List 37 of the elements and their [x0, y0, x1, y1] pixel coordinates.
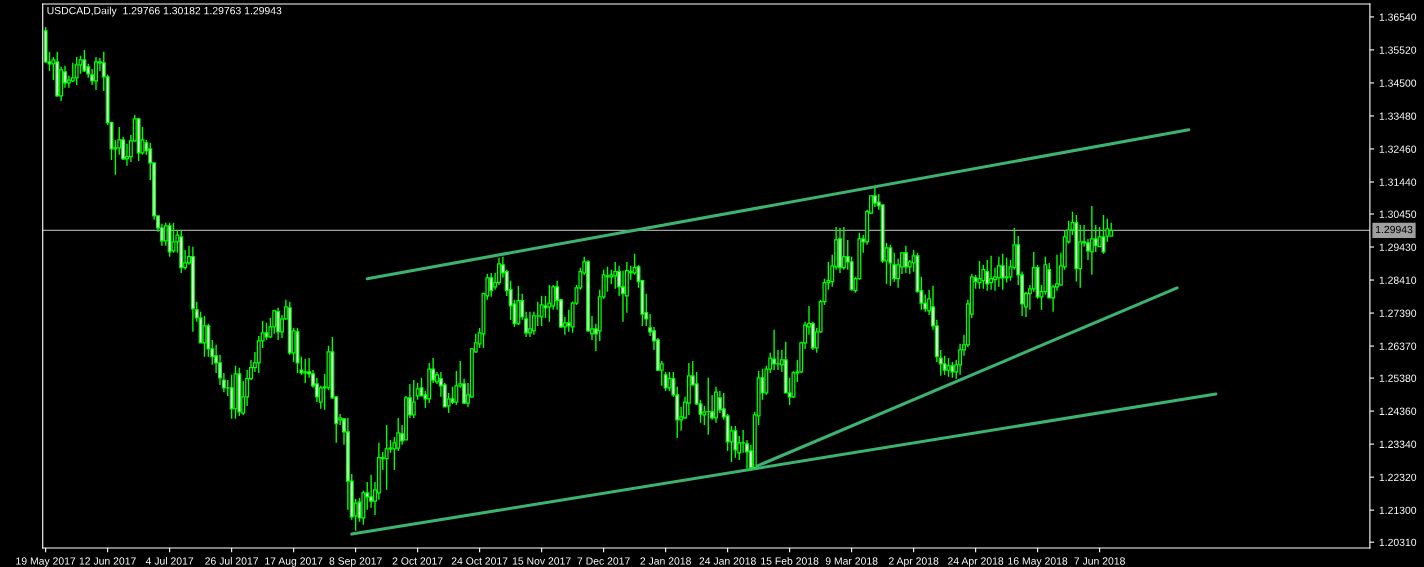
y-tick-label: 1.22320	[1379, 473, 1417, 482]
y-tick-label: 1.27390	[1379, 309, 1417, 317]
x-tick-label: 4 Jul 2017	[145, 557, 194, 565]
y-tick-label: 1.32460	[1379, 145, 1417, 153]
x-tick-label: 24 Jan 2018	[699, 557, 756, 565]
x-tick-label: 26 Jul 2017	[205, 557, 259, 565]
y-tick-label: 1.34500	[1379, 79, 1417, 87]
x-tick-label: 7 Dec 2017	[577, 557, 630, 565]
x-tick-label: 2 Oct 2017	[392, 557, 443, 565]
y-tick-label: 1.21300	[1379, 506, 1417, 515]
x-tick-label: 8 Sep 2017	[329, 557, 382, 567]
y-tick-label: 1.36540	[1379, 13, 1417, 21]
y-tick-label: 1.30450	[1379, 210, 1417, 218]
y-tick-label: 1.35520	[1379, 46, 1417, 54]
y-tick-label: 1.28410	[1379, 276, 1417, 284]
y-tick-label: 1.33480	[1379, 112, 1417, 120]
x-tick-label: 2 Apr 2018	[888, 557, 939, 567]
y-tick-label: 1.26370	[1379, 342, 1417, 350]
y-tick-label: 1.23340	[1379, 440, 1417, 448]
y-tick-label: 1.25380	[1379, 374, 1417, 382]
x-tick-label: 15 Feb 2018	[761, 557, 819, 565]
x-tick-label: 2 Jan 2018	[640, 557, 691, 565]
x-tick-label: 12 Jun 2017	[79, 557, 136, 565]
y-tick-label: 1.24360	[1379, 407, 1417, 415]
x-tick-label: 15 Nov 2017	[512, 557, 571, 565]
x-tick-label: 24 Oct 2017	[451, 557, 508, 565]
x-tick-label: 19 May 2017	[16, 557, 76, 567]
chart-title: USDCAD,Daily 1.29766 1.30182 1.29763 1.29943	[47, 6, 282, 17]
x-tick-label: 7 Jun 2018	[1074, 557, 1125, 565]
y-tick-label: 1.31440	[1379, 178, 1417, 186]
x-tick-label: 16 May 2018	[1008, 557, 1068, 567]
x-tick-label: 17 Aug 2017	[265, 557, 323, 567]
y-tick-label: 1.20310	[1379, 538, 1417, 547]
x-tick-label: 24 Apr 2018	[948, 557, 1004, 567]
x-tick-label: 9 Mar 2018	[825, 557, 878, 565]
y-tick-label: 1.29430	[1379, 243, 1417, 251]
ref-line-label: 1.29943	[1375, 225, 1413, 234]
